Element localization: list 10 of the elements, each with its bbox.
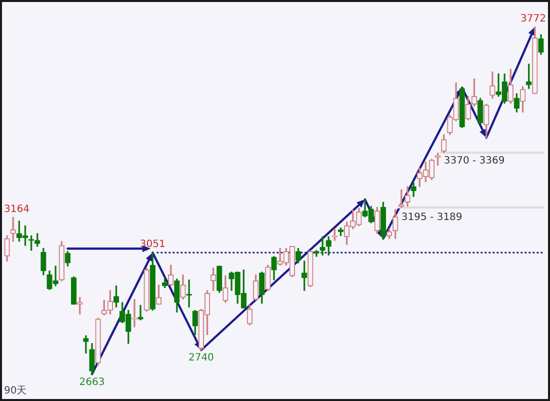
candlestick <box>320 236 326 256</box>
text: 90天 <box>4 386 27 397</box>
annotation: 3772 <box>520 13 546 24</box>
band-label: 3195 - 3189 <box>401 212 462 224</box>
annotation: 2663 <box>79 376 105 388</box>
annotation: 3164 <box>4 204 30 215</box>
candlestick <box>132 298 138 328</box>
band-label: 3370 - 3369 <box>444 156 505 167</box>
annotation: 3051 <box>140 239 166 250</box>
annotation: 2740 <box>188 352 214 364</box>
